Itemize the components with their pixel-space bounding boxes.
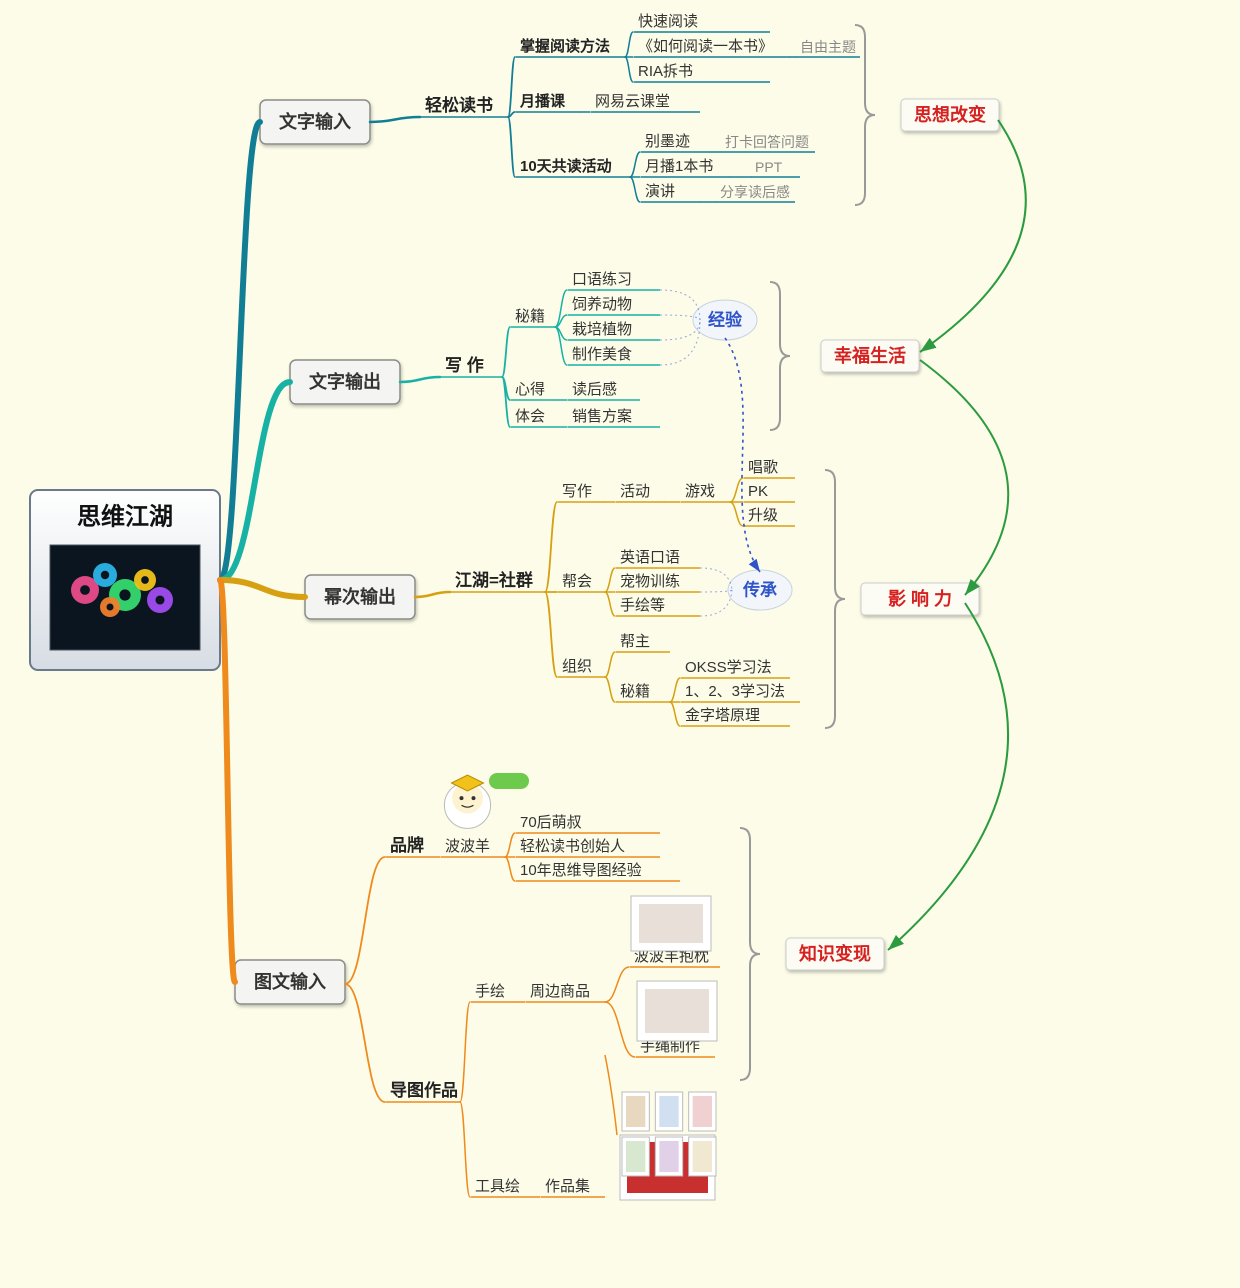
branch-box-b3: 幂次输出 <box>305 575 415 619</box>
svg-text:秘籍: 秘籍 <box>515 308 545 325</box>
svg-text:70后萌叔: 70后萌叔 <box>520 814 582 831</box>
svg-text:体会: 体会 <box>515 408 545 425</box>
svg-text:销售方案: 销售方案 <box>572 407 632 425</box>
svg-text:RIA拆书: RIA拆书 <box>638 63 693 80</box>
svg-text:幸福生活: 幸福生活 <box>834 345 906 366</box>
svg-text:写作: 写作 <box>562 483 592 500</box>
svg-text:工具绘: 工具绘 <box>475 1178 520 1195</box>
svg-text:影 响 力: 影 响 力 <box>888 588 952 609</box>
svg-text:思维江湖: 思维江湖 <box>77 502 173 530</box>
svg-text:思想改变: 思想改变 <box>914 104 986 125</box>
svg-text:读后感: 读后感 <box>572 381 617 398</box>
svg-text:导图作品: 导图作品 <box>390 1080 458 1100</box>
svg-text:别墨迹: 别墨迹 <box>645 133 690 150</box>
svg-text:金字塔原理: 金字塔原理 <box>685 707 760 724</box>
svg-text:PPT: PPT <box>755 159 783 175</box>
svg-text:《如何阅读一本书》: 《如何阅读一本书》 <box>638 38 773 55</box>
svg-text:掌握阅读方法: 掌握阅读方法 <box>520 37 610 55</box>
svg-text:轻松读书: 轻松读书 <box>425 95 493 115</box>
svg-text:英语口语: 英语口语 <box>620 548 680 566</box>
svg-text:经验: 经验 <box>708 309 743 329</box>
svg-text:月播1本书: 月播1本书 <box>645 158 713 175</box>
svg-text:江湖=社群: 江湖=社群 <box>455 570 533 590</box>
flow-arrow <box>920 120 1026 352</box>
root-node: 思维江湖 <box>30 490 220 670</box>
svg-text:写 作: 写 作 <box>445 355 484 375</box>
branch-box-b4: 图文输入 <box>235 960 345 1004</box>
svg-text:品牌: 品牌 <box>390 835 424 855</box>
svg-text:制作美食: 制作美食 <box>572 346 632 363</box>
branch-box-b2: 文字输出 <box>290 360 400 404</box>
svg-text:周边商品: 周边商品 <box>530 983 590 1000</box>
svg-text:演讲: 演讲 <box>645 183 675 200</box>
svg-text:作品集: 作品集 <box>545 1178 590 1195</box>
svg-text:轻松读书创始人: 轻松读书创始人 <box>520 838 625 855</box>
svg-text:打卡回答问题: 打卡回答问题 <box>725 134 809 150</box>
svg-text:唱歌: 唱歌 <box>748 459 778 476</box>
svg-text:文字输出: 文字输出 <box>309 371 381 392</box>
svg-text:月播课: 月播课 <box>519 92 566 110</box>
svg-text:帮主: 帮主 <box>620 633 650 650</box>
mindmap-canvas: 思维江湖 文字输入 轻松读书 掌握阅读方法 快速阅读《如何阅读一本书》 自由主题 RIA拆书… <box>0 0 1240 1288</box>
svg-text:10年思维导图经验: 10年思维导图经验 <box>520 862 642 879</box>
svg-text:知识变现: 知识变现 <box>799 943 871 964</box>
svg-text:1、2、3学习法: 1、2、3学习法 <box>685 683 785 700</box>
svg-text:游戏: 游戏 <box>685 483 715 500</box>
svg-text:传承: 传承 <box>742 579 777 599</box>
svg-text:组织: 组织 <box>562 658 592 675</box>
svg-text:网易云课堂: 网易云课堂 <box>595 93 670 110</box>
svg-text:图文输入: 图文输入 <box>254 971 326 992</box>
svg-text:手绘等: 手绘等 <box>620 596 665 614</box>
flow-arrow <box>888 603 1008 950</box>
svg-text:饲养动物: 饲养动物 <box>572 296 632 313</box>
svg-text:秘籍: 秘籍 <box>620 683 650 700</box>
svg-text:自由主题: 自由主题 <box>800 39 856 55</box>
svg-text:幂次输出: 幂次输出 <box>323 586 396 607</box>
svg-text:心得: 心得 <box>515 381 545 398</box>
svg-text:栽培植物: 栽培植物 <box>572 321 632 338</box>
svg-text:快速阅读: 快速阅读 <box>638 13 698 30</box>
svg-text:波波羊: 波波羊 <box>445 838 490 855</box>
svg-text:PK: PK <box>748 483 768 500</box>
svg-text:10天共读活动: 10天共读活动 <box>520 157 612 175</box>
svg-text:口语练习: 口语练习 <box>572 271 632 288</box>
svg-text:升级: 升级 <box>748 507 778 524</box>
svg-text:分享读后感: 分享读后感 <box>720 184 790 200</box>
svg-text:帮会: 帮会 <box>562 573 592 590</box>
svg-text:手绘: 手绘 <box>475 983 505 1000</box>
flow-arrow <box>920 360 1008 595</box>
svg-text:文字输入: 文字输入 <box>279 111 351 132</box>
branch-box-b1: 文字输入 <box>260 100 370 144</box>
svg-text:宠物训练: 宠物训练 <box>620 573 680 590</box>
svg-text:活动: 活动 <box>620 483 650 500</box>
svg-text:OKSS学习法: OKSS学习法 <box>685 659 772 676</box>
